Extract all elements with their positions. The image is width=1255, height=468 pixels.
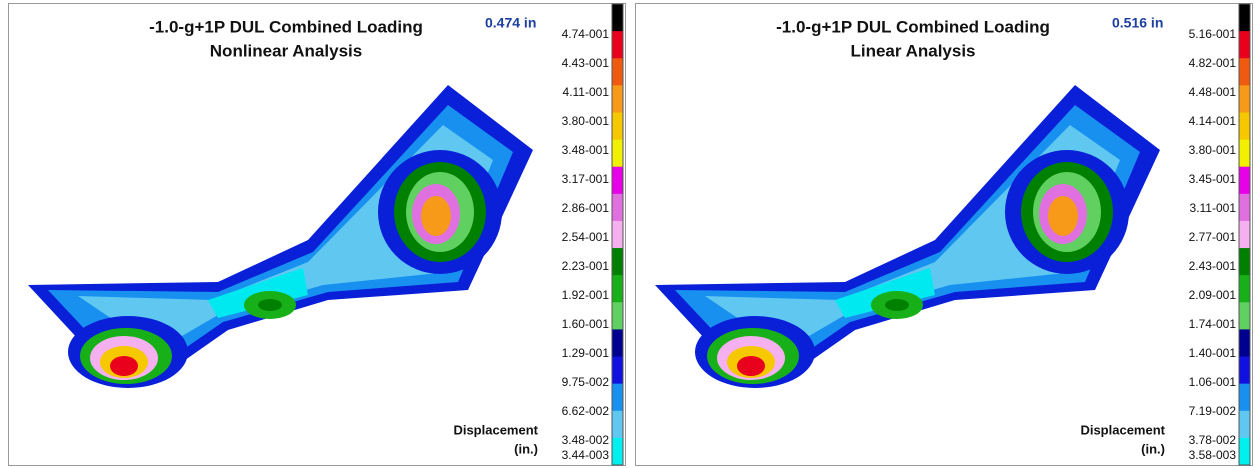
legend-band [612,302,623,330]
legend-label: 4.48-001 [1189,85,1237,99]
legend-band [1239,31,1250,59]
legend-frame [1238,3,1251,466]
legend-label: 4.14-001 [1189,114,1237,128]
legend-band [612,410,623,439]
legend-band [612,437,623,466]
legend-label: 5.16-001 [1189,27,1237,41]
legend-band [1239,437,1250,466]
legend-label: 3.44-003 [562,448,610,462]
legend-label: 3.48-001 [562,143,610,157]
plot-title: Nonlinear Analysis [210,41,362,60]
legend-label: 2.86-001 [562,201,610,215]
legend-band [612,4,623,32]
max-label: 0.516 in [1112,15,1163,31]
legend-band [612,193,623,222]
legend-label: 4.74-001 [562,27,610,41]
legend-label: 7.19-002 [1189,404,1237,418]
legend-band [1239,85,1250,113]
legend-label: 1.74-001 [1189,317,1237,331]
legend-band [612,248,623,276]
legend-band [1239,166,1250,195]
legend-label: 2.77-001 [1189,230,1237,244]
legend-band [612,31,623,59]
legend-band [612,383,623,412]
legend-label: 3.11-001 [1190,201,1237,215]
legend-band [612,139,623,168]
legend-band [612,112,623,141]
legend-label: 9.75-002 [562,375,610,389]
legend-band [1239,4,1250,32]
legend-label: 4.11-001 [563,85,610,99]
legend-label: 3.80-001 [562,114,610,128]
legend-label: 3.45-001 [1189,172,1237,186]
legend-band [1239,112,1250,141]
legend-label: 1.60-001 [562,317,610,331]
legend-band [1239,193,1250,222]
plot-title: -1.0-g+1P DUL Combined Loading [149,17,423,36]
legend-band [612,329,623,358]
legend-label: 4.82-001 [1189,56,1237,70]
legend-band [612,356,623,385]
panel: -1.0-g+1P DUL Combined Loading Linear Ana… [635,3,1253,466]
legend-label: 1.06-001 [1189,375,1237,389]
legend-label: 3.58-003 [1189,448,1237,462]
legend-band [1239,329,1250,358]
legend-label: 3.48-002 [562,433,610,447]
legend-band [1239,356,1250,385]
legend-band [1239,220,1250,249]
legend-band [1239,383,1250,412]
legend-band [1239,248,1250,276]
legend-frame [611,3,624,466]
legend-label: 3.78-002 [1189,433,1237,447]
legend-band [1239,302,1250,330]
legend-label: 3.17-001 [562,172,610,186]
legend-label: 1.92-001 [562,288,610,302]
legend-band [1239,139,1250,168]
legend-band [612,85,623,113]
unit-label: (in.) [514,441,538,456]
legend-label: 1.40-001 [1189,346,1237,360]
legend-label: 2.23-001 [562,259,610,273]
legend-band [1239,275,1250,303]
legend-label: 2.54-001 [562,230,610,244]
legend-label: 4.43-001 [562,56,610,70]
legend-band [612,220,623,249]
legend-band [1239,58,1250,86]
max-label: 0.474 in [485,15,536,31]
legend-band [612,275,623,303]
legend-label: 2.43-001 [1189,259,1237,273]
legend-label: 2.09-001 [1189,288,1237,302]
legend-label: 6.62-002 [562,404,610,418]
quantity-label: Displacement [453,422,538,437]
legend-band [612,58,623,86]
panel: -1.0-g+1P DUL Combined Loading Nonlinear … [8,3,626,466]
quantity-label: Displacement [1080,422,1165,437]
legend-label: 3.80-001 [1189,143,1237,157]
legend-band [612,166,623,195]
plot-title: -1.0-g+1P DUL Combined Loading [776,17,1050,36]
unit-label: (in.) [1141,441,1165,456]
legend-label: 1.29-001 [562,346,610,360]
plot-title: Linear Analysis [850,41,975,60]
legend-band [1239,410,1250,439]
